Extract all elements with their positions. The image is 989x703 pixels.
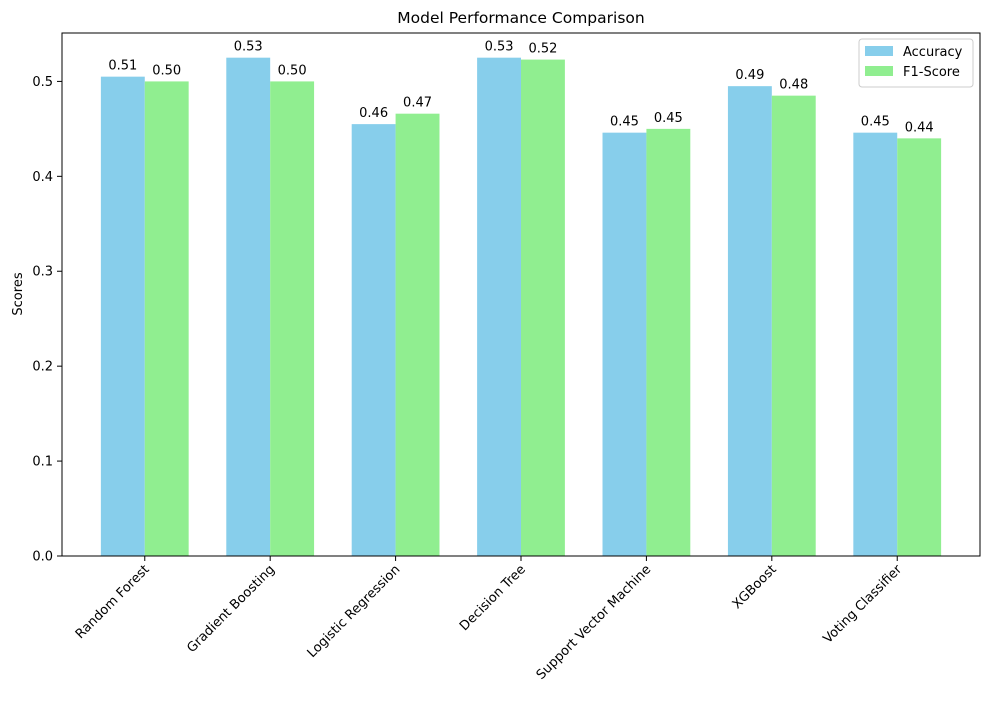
y-tick-label-4: 0.4 <box>32 170 53 185</box>
bar-f1-score-5 <box>771 95 816 557</box>
bar-accuracy-5 <box>727 86 772 556</box>
x-axis: Random Forest Gradient Boosting Logistic R… <box>73 556 906 683</box>
data-label-f1-score-6: 0.44 <box>905 120 934 135</box>
data-label-accuracy-5: 0.49 <box>735 68 764 83</box>
x-tick-label-4: Support Vector Machine <box>534 562 655 683</box>
bar-f1-score-6 <box>897 138 942 556</box>
bar-accuracy-2 <box>351 124 396 557</box>
legend-swatch-accuracy <box>865 46 893 56</box>
x-tick-label-0: Random Forest <box>73 562 153 642</box>
legend: Accuracy F1-Score <box>858 38 974 88</box>
data-label-accuracy-2: 0.46 <box>359 106 388 121</box>
data-labels-layer: 0.51 0.53 0.46 0.53 0.45 0.49 0.45 0.50 0.50 0.47… <box>108 40 933 136</box>
data-label-accuracy-3: 0.53 <box>485 40 514 55</box>
y-tick-label-0: 0.0 <box>32 550 53 565</box>
y-tick-label-1: 0.1 <box>32 455 53 470</box>
bar-accuracy-6 <box>853 132 898 556</box>
bar-f1-score-0 <box>144 81 189 556</box>
bar-f1-score-2 <box>395 113 440 557</box>
data-label-f1-score-5: 0.48 <box>779 78 808 93</box>
y-tick-label-2: 0.2 <box>32 360 53 375</box>
bar-accuracy-0 <box>100 76 145 557</box>
x-tick-label-2: Logistic Regression <box>305 562 404 661</box>
bar-f1-score-3 <box>521 59 565 556</box>
data-label-accuracy-4: 0.45 <box>610 115 639 130</box>
bar-f1-score-4 <box>646 128 691 557</box>
legend-label-accuracy: Accuracy <box>903 45 963 60</box>
data-label-f1-score-3: 0.52 <box>528 42 557 57</box>
y-axis-label: Scores <box>11 272 26 315</box>
x-tick-label-3: Decision Tree <box>457 562 529 634</box>
y-axis: 0.0 0.1 0.2 0.3 0.4 0.5 <box>32 75 62 565</box>
x-tick-label-6: Voting Classifier <box>821 562 906 647</box>
y-tick-label-3: 0.3 <box>32 265 53 280</box>
bar-accuracy-1 <box>226 57 271 556</box>
bars-layer <box>100 57 942 557</box>
legend-label-f1-score: F1-Score <box>903 65 960 80</box>
data-label-accuracy-6: 0.45 <box>861 115 890 130</box>
data-label-f1-score-0: 0.50 <box>152 63 181 78</box>
bar-f1-score-1 <box>270 81 315 556</box>
legend-swatch-f1-score <box>865 66 893 76</box>
data-label-accuracy-0: 0.51 <box>108 59 137 74</box>
data-label-f1-score-4: 0.45 <box>654 111 683 126</box>
data-label-accuracy-1: 0.53 <box>234 40 263 55</box>
chart-title: Model Performance Comparison <box>397 9 644 27</box>
x-tick-label-5: XGBoost <box>730 562 780 612</box>
data-label-f1-score-2: 0.47 <box>403 96 432 111</box>
data-label-f1-score-1: 0.50 <box>278 63 307 78</box>
x-tick-label-1: Gradient Boosting <box>184 562 278 656</box>
bar-accuracy-3 <box>477 57 521 556</box>
bar-accuracy-4 <box>602 132 647 556</box>
y-tick-label-5: 0.5 <box>32 75 53 90</box>
plot-frame <box>61 32 981 557</box>
